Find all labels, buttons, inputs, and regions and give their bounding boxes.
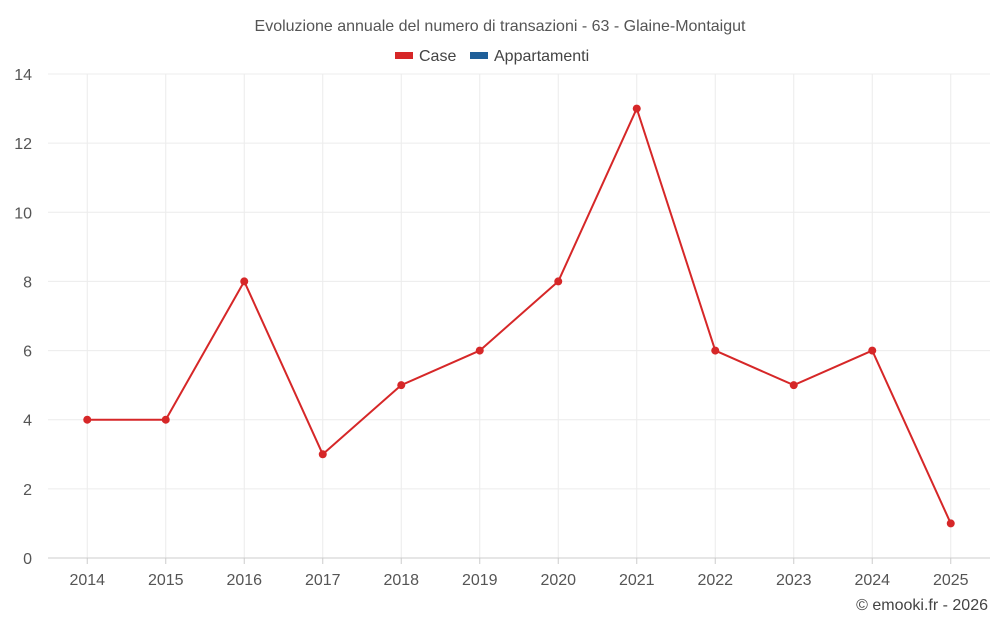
data-point-2020[interactable] — [554, 277, 563, 286]
x-tick-label: 2023 — [776, 572, 812, 589]
x-tick-label: 2015 — [148, 572, 184, 589]
y-tick-label: 10 — [14, 205, 32, 222]
x-tick-label: 2024 — [854, 572, 890, 589]
data-point-2022[interactable] — [711, 346, 720, 355]
data-point-2023[interactable] — [789, 381, 798, 390]
x-axis-ticks: 2014 2015 2016 2017 2018 2019 2020 2021 2022 2023… — [69, 572, 968, 589]
data-point-2014[interactable] — [83, 415, 92, 424]
legend-item-appartamenti[interactable]: Appartamenti — [470, 48, 589, 65]
y-tick-label: 14 — [14, 67, 32, 84]
data-point-2016[interactable] — [240, 277, 249, 286]
data-point-2015[interactable] — [161, 415, 170, 424]
y-tick-label: 4 — [23, 413, 32, 430]
x-tick-label: 2020 — [540, 572, 576, 589]
series-line-case — [87, 107, 952, 524]
legend-swatch-case — [395, 52, 413, 59]
y-axis-ticks: 0 2 4 6 8 10 12 14 — [14, 67, 32, 568]
y-tick-label: 8 — [23, 274, 32, 291]
grid — [48, 73, 990, 558]
data-point-2021[interactable] — [632, 104, 641, 113]
data-point-2017[interactable] — [318, 450, 327, 459]
x-tick-label: 2014 — [69, 572, 105, 589]
data-point-2025[interactable] — [946, 519, 955, 528]
credit-text: © emooki.fr - 2026 — [856, 597, 988, 614]
data-point-2018[interactable] — [397, 381, 406, 390]
data-point-2019[interactable] — [475, 346, 484, 355]
y-tick-label: 0 — [23, 551, 32, 568]
x-tick-label: 2021 — [619, 572, 655, 589]
x-tick-label: 2022 — [697, 572, 733, 589]
legend: Case Appartamenti — [395, 48, 589, 65]
x-tick-label: 2018 — [383, 572, 419, 589]
legend-item-case[interactable]: Case — [395, 48, 456, 65]
x-tick-label: 2025 — [933, 572, 969, 589]
legend-label-case: Case — [419, 48, 456, 65]
axes — [48, 557, 990, 564]
legend-swatch-appartamenti — [470, 52, 488, 59]
y-tick-label: 2 — [23, 482, 32, 499]
series-case — [83, 104, 955, 528]
legend-label-appartamenti: Appartamenti — [494, 48, 589, 65]
x-tick-label: 2019 — [462, 572, 498, 589]
chart-title: Evoluzione annuale del numero di transaz… — [255, 18, 747, 35]
y-tick-label: 12 — [14, 136, 32, 153]
data-point-2024[interactable] — [868, 346, 877, 355]
x-tick-label: 2017 — [305, 572, 341, 589]
y-tick-label: 6 — [23, 344, 32, 361]
x-tick-label: 2016 — [226, 572, 262, 589]
